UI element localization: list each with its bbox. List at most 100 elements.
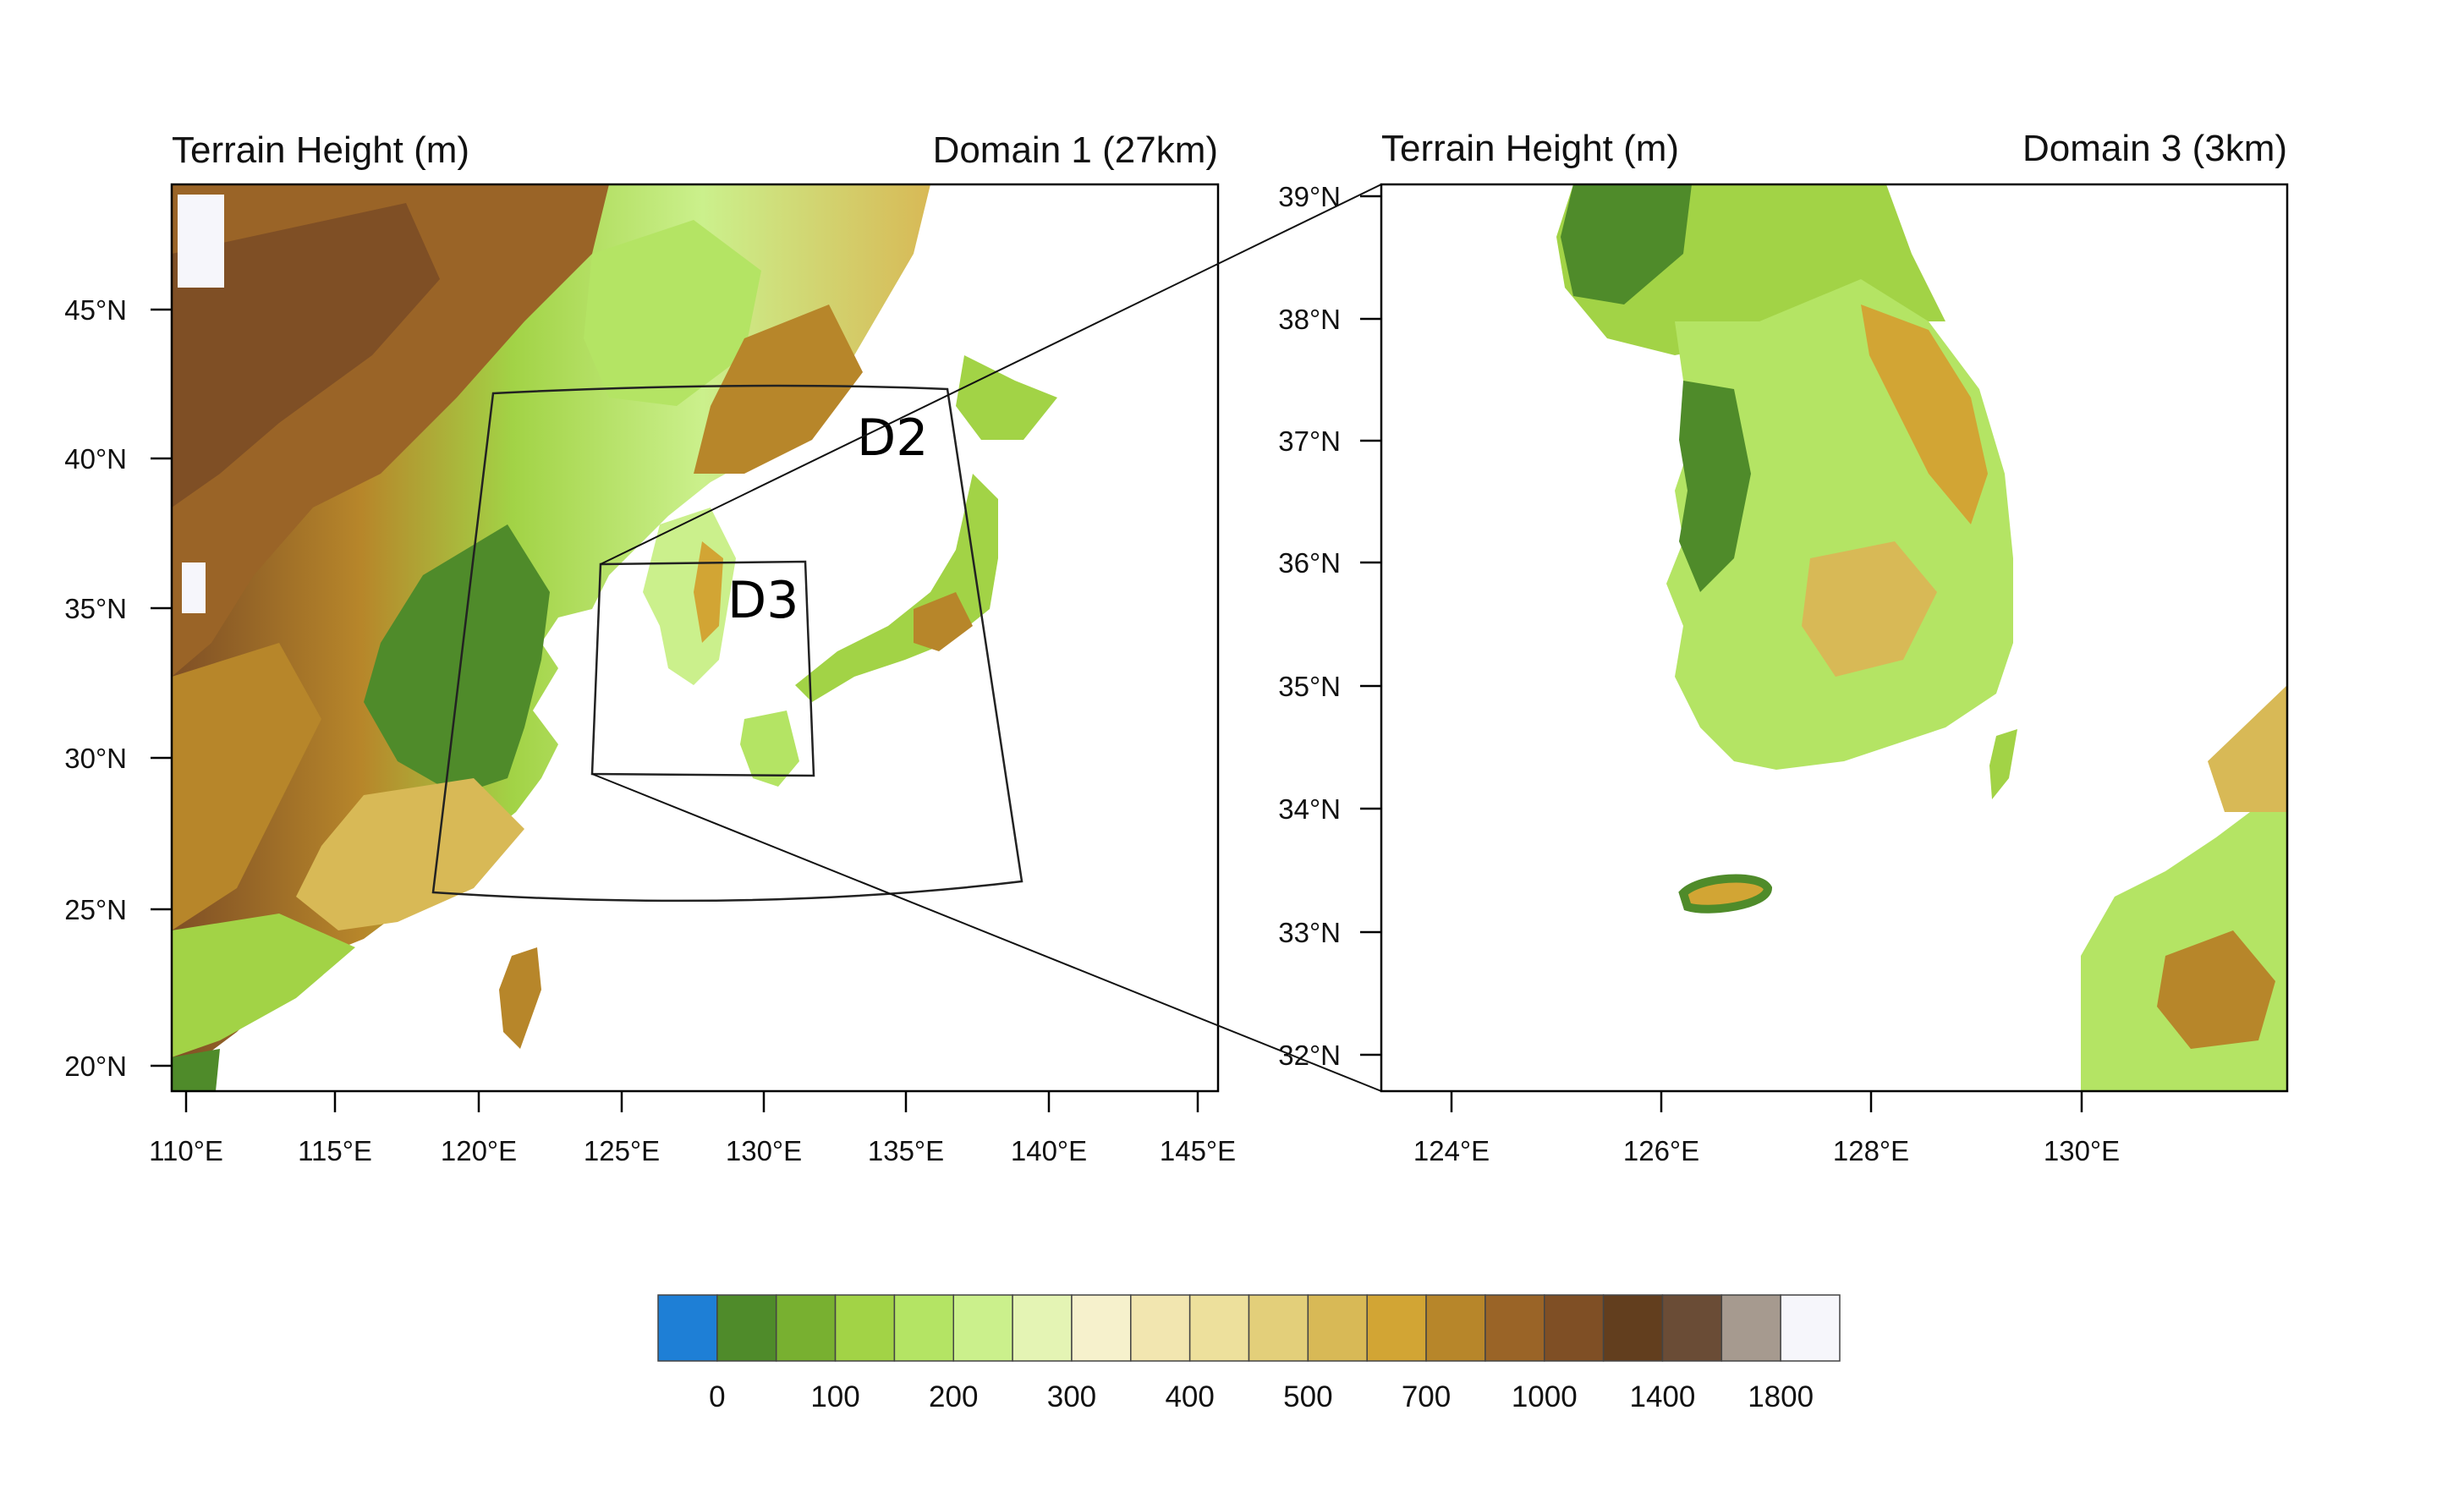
colorbar-swatch — [657, 1294, 718, 1362]
colorbar-label: 400 — [1165, 1380, 1214, 1413]
colorbar-swatch — [1012, 1294, 1073, 1362]
colorbar-swatch — [1130, 1294, 1191, 1362]
domain-d2-outline — [431, 384, 1023, 903]
colorbar-swatch — [775, 1294, 837, 1362]
colorbar-label: 100 — [810, 1380, 859, 1413]
right-lon-tick-label: 130°E — [2044, 1135, 2120, 1166]
hainan-hint — [172, 1049, 220, 1091]
colorbar-swatch — [1188, 1294, 1250, 1362]
right-lon-tick-label: 124°E — [1413, 1135, 1490, 1166]
right-lon-tick-label: 128°E — [1833, 1135, 1909, 1166]
colorbar-swatch — [1248, 1294, 1309, 1362]
north-china-plain — [364, 524, 550, 795]
domain-d3-label: D3 — [727, 571, 798, 630]
right-lat-axis: 39°N 38°N 37°N 36°N 35°N 34°N 33°N 32°N — [1278, 181, 1381, 1071]
colorbar-swatch — [952, 1294, 1013, 1362]
changbai-mountains — [694, 305, 863, 474]
left-lat-tick-label: 40°N — [64, 443, 127, 475]
colorbar-label: 500 — [1283, 1380, 1332, 1413]
colorbar-label: 1000 — [1512, 1380, 1578, 1413]
left-map-frame — [170, 183, 1220, 1093]
right-lat-tick-label: 39°N — [1278, 181, 1341, 212]
colorbar-swatch — [1661, 1294, 1723, 1362]
southwest-highlands — [172, 643, 321, 930]
south-lowlands — [172, 914, 355, 1057]
right-lon-tick-label: 126°E — [1623, 1135, 1699, 1166]
colorbar-swatch — [1720, 1294, 1781, 1362]
colorbar-swatch — [1602, 1294, 1664, 1362]
colorbar-label: 0 — [709, 1380, 725, 1413]
colorbar-swatch — [1425, 1294, 1486, 1362]
left-panel-title: Terrain Height (m) — [172, 129, 469, 171]
japan-alps — [914, 592, 973, 651]
left-lon-axis: 110°E 115°E 120°E 125°E 130°E 135°E 140°… — [149, 1091, 1236, 1166]
left-panel-domain-label: Domain 1 (27km) — [933, 129, 1218, 171]
domain-d2-label: D2 — [857, 409, 928, 468]
left-terrain-map — [172, 184, 1218, 1091]
right-lat-tick-label: 36°N — [1278, 547, 1341, 579]
left-lon-tick-label: 125°E — [584, 1135, 660, 1166]
snow-patch — [178, 195, 224, 288]
right-map-frame — [1380, 183, 2289, 1093]
colorbar-label: 1800 — [1748, 1380, 1814, 1413]
right-lat-tick-label: 37°N — [1278, 425, 1341, 457]
north-korea-lowland — [1561, 184, 1692, 305]
colorbar-swatch — [1544, 1294, 1605, 1362]
colorbar-swatch — [893, 1294, 955, 1362]
right-panel-title: Terrain Height (m) — [1381, 128, 1679, 169]
right-lat-tick-label: 34°N — [1278, 793, 1341, 825]
manchurian-plain — [584, 220, 761, 406]
korea-mountains — [694, 541, 723, 643]
southeast-hills — [296, 778, 524, 930]
honshu — [795, 474, 998, 702]
western-lowlands — [1679, 381, 1751, 592]
colorbar-label: 300 — [1047, 1380, 1096, 1413]
colorbar-swatch — [1484, 1294, 1545, 1362]
jeju-island — [1678, 874, 1773, 914]
honshu-tip — [2208, 685, 2287, 812]
zoom-connector-bottom — [591, 773, 1382, 1092]
right-terrain-map — [1381, 184, 2287, 1091]
left-lon-tick-label: 130°E — [726, 1135, 802, 1166]
left-lon-tick-label: 140°E — [1011, 1135, 1087, 1166]
colorbar-label: 1400 — [1630, 1380, 1696, 1413]
left-lat-tick-label: 45°N — [64, 294, 127, 326]
zoom-connector-top — [600, 184, 1382, 565]
inner-plateau-dark — [172, 203, 440, 508]
right-lat-tick-label: 33°N — [1278, 917, 1341, 948]
right-lat-tick-label: 35°N — [1278, 671, 1341, 702]
left-lon-tick-label: 115°E — [298, 1135, 372, 1166]
colorbar-label: 200 — [929, 1380, 978, 1413]
left-lon-tick-label: 110°E — [149, 1135, 223, 1166]
colorbar-swatch — [1780, 1294, 1841, 1362]
left-lat-axis: 45°N 40°N 35°N 30°N 25°N 20°N — [64, 294, 172, 1082]
colorbar-swatch — [834, 1294, 896, 1362]
snow-patch — [182, 562, 206, 613]
left-lon-tick-label: 135°E — [868, 1135, 944, 1166]
right-panel-domain-label: Domain 3 (3km) — [2022, 128, 2287, 169]
tsushima-island — [1989, 729, 2017, 799]
colorbar-swatch — [1307, 1294, 1368, 1362]
left-lon-tick-label: 145°E — [1160, 1135, 1236, 1166]
right-lat-tick-label: 32°N — [1278, 1040, 1341, 1071]
taiwan — [499, 947, 541, 1049]
colorbar-label: 700 — [1402, 1380, 1451, 1413]
kyushu — [740, 711, 799, 787]
taebaek-mountains — [1861, 305, 1988, 524]
kyushu-mountains — [2157, 930, 2275, 1049]
colorbar: 0 100 200 300 400 500 700 1000 1400 1800 — [657, 1294, 1841, 1413]
left-lat-tick-label: 30°N — [64, 743, 127, 774]
left-lat-tick-label: 35°N — [64, 593, 127, 624]
right-lat-tick-label: 38°N — [1278, 304, 1341, 335]
colorbar-swatch — [1366, 1294, 1427, 1362]
left-lon-tick-label: 120°E — [441, 1135, 517, 1166]
colorbar-swatch — [716, 1294, 777, 1362]
hokkaido — [956, 355, 1057, 440]
sobaek-mountains — [1802, 541, 1937, 677]
left-lat-tick-label: 20°N — [64, 1051, 127, 1082]
colorbar-swatch — [1071, 1294, 1132, 1362]
right-lon-axis: 124°E 126°E 128°E 130°E — [1413, 1091, 2120, 1166]
domain-d3-outline — [590, 560, 815, 777]
